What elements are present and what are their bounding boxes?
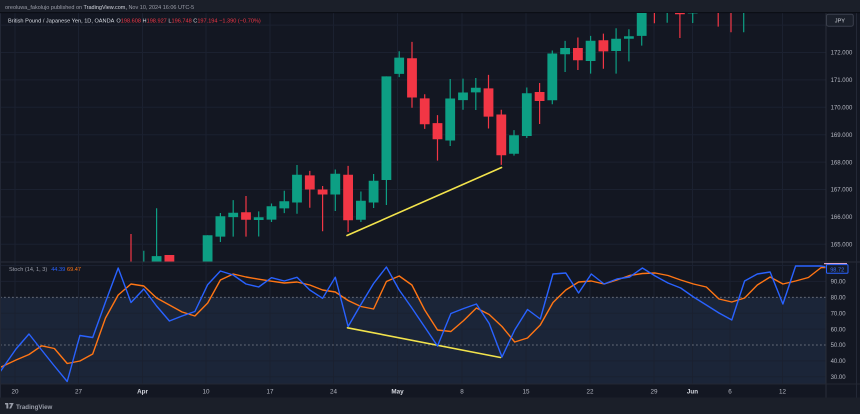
svg-text:May: May — [391, 388, 404, 395]
svg-text:30.00: 30.00 — [831, 375, 847, 381]
svg-text:40.00: 40.00 — [831, 359, 847, 365]
svg-text:90.00: 90.00 — [831, 280, 847, 286]
svg-text:oreoluwa_fakolujo published on: oreoluwa_fakolujo published on TradingVi… — [5, 5, 194, 11]
svg-text:172.000: 172.000 — [831, 51, 853, 57]
svg-text:29: 29 — [650, 388, 658, 395]
svg-text:170.000: 170.000 — [831, 106, 853, 112]
svg-text:10: 10 — [202, 388, 210, 395]
svg-text:JPY: JPY — [835, 18, 846, 24]
svg-text:15: 15 — [522, 388, 530, 395]
svg-text:166.000: 166.000 — [831, 215, 853, 221]
svg-text:6: 6 — [728, 388, 732, 395]
svg-text:20: 20 — [11, 388, 19, 395]
svg-text:165.000: 165.000 — [831, 243, 853, 249]
svg-text:22: 22 — [586, 388, 594, 395]
svg-text:168.000: 168.000 — [831, 160, 853, 166]
svg-text:24: 24 — [330, 388, 338, 395]
svg-text:TradingView: TradingView — [16, 404, 53, 411]
svg-text:17: 17 — [266, 388, 274, 395]
svg-text:12: 12 — [779, 388, 787, 395]
svg-text:50.00: 50.00 — [831, 343, 847, 349]
svg-text:60.00: 60.00 — [831, 327, 847, 333]
svg-text:167.000: 167.000 — [831, 188, 853, 194]
svg-text:80.00: 80.00 — [831, 296, 847, 302]
svg-text:27: 27 — [75, 388, 83, 395]
svg-text:171.000: 171.000 — [831, 78, 853, 84]
svg-text:Apr: Apr — [137, 388, 148, 395]
svg-text:70.00: 70.00 — [831, 311, 847, 317]
svg-text:O198.608 H198.927 L196.748 C19: O198.608 H198.927 L196.748 C197.194 −1.3… — [116, 19, 261, 25]
svg-text:British Pound / Japanese Yen,: British Pound / Japanese Yen, 1D, OANDA — [8, 19, 115, 25]
svg-text:8: 8 — [460, 388, 464, 395]
svg-text:98.72: 98.72 — [830, 267, 844, 273]
svg-text:Jun: Jun — [687, 388, 698, 395]
svg-text:169.000: 169.000 — [831, 133, 853, 139]
